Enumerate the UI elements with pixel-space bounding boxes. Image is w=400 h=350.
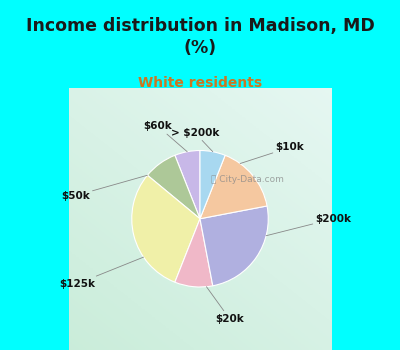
Wedge shape	[175, 150, 200, 219]
Wedge shape	[200, 206, 268, 286]
Text: $200k: $200k	[266, 214, 352, 236]
Text: $60k: $60k	[144, 121, 187, 152]
Text: ⓘ City-Data.com: ⓘ City-Data.com	[211, 175, 284, 184]
Wedge shape	[148, 155, 200, 219]
Text: Income distribution in Madison, MD
(%): Income distribution in Madison, MD (%)	[26, 17, 374, 57]
Wedge shape	[200, 150, 225, 219]
Text: $10k: $10k	[240, 142, 304, 163]
Wedge shape	[175, 219, 213, 287]
Text: $50k: $50k	[61, 175, 148, 201]
Text: > $200k: > $200k	[170, 128, 219, 152]
Wedge shape	[200, 155, 267, 219]
Text: $20k: $20k	[206, 287, 244, 323]
Text: $125k: $125k	[59, 257, 144, 289]
Text: White residents: White residents	[138, 77, 262, 91]
Wedge shape	[132, 175, 200, 282]
